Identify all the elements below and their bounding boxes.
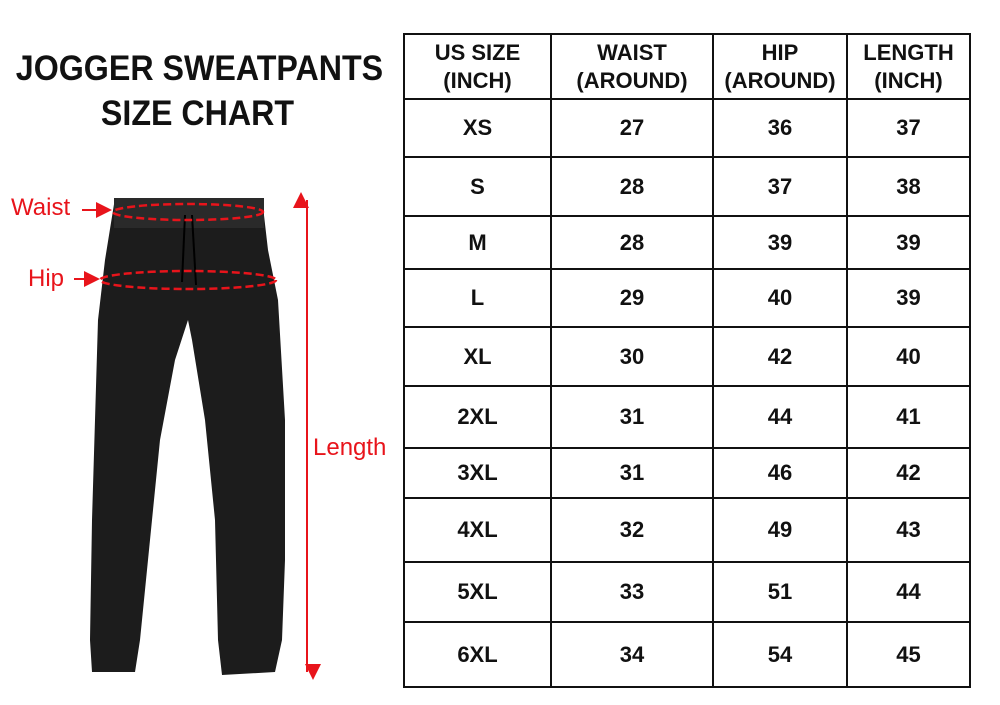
- table-row: XS 27 36 37: [403, 98, 971, 158]
- table-cell: 40: [712, 268, 848, 328]
- hip-marker: [98, 269, 278, 291]
- table-cell: 34: [550, 621, 714, 688]
- table-cell: 51: [712, 561, 848, 623]
- table-cell: 31: [550, 385, 714, 449]
- table-cell: 39: [846, 215, 971, 270]
- table-cell: 54: [712, 621, 848, 688]
- header-line: (INCH): [443, 67, 512, 93]
- table-cell: 40: [846, 326, 971, 387]
- header-line: LENGTH: [863, 39, 954, 65]
- waist-marker: [111, 202, 265, 222]
- table-cell: 28: [550, 215, 714, 270]
- table-cell: 46: [712, 447, 848, 499]
- table-cell: 43: [846, 497, 971, 563]
- table-cell: 29: [550, 268, 714, 328]
- table-cell: 37: [712, 156, 848, 217]
- table-cell: 4XL: [403, 497, 552, 563]
- header-line: US SIZE: [434, 39, 521, 65]
- table-row: L 29 40 39: [403, 268, 971, 328]
- table-cell: 30: [550, 326, 714, 387]
- header-line: HIP: [761, 39, 799, 65]
- pants-illustration: [74, 192, 321, 680]
- table-cell: 33: [550, 561, 714, 623]
- table-cell: 45: [846, 621, 971, 688]
- table-row: 5XL 33 51 44: [403, 561, 971, 623]
- table-row: S 28 37 38: [403, 156, 971, 217]
- table-row: 4XL 32 49 43: [403, 497, 971, 563]
- table-cell: XL: [403, 326, 552, 387]
- pants-shape: [90, 198, 285, 675]
- table-cell: 6XL: [403, 621, 552, 688]
- table-cell: 42: [712, 326, 848, 387]
- table-cell: L: [403, 268, 552, 328]
- table-cell: S: [403, 156, 552, 217]
- table-cell: 44: [712, 385, 848, 449]
- table-header-row: US SIZE (INCH) WAIST (AROUND) HIP (AROUND) LEN…: [403, 33, 971, 100]
- header-line: WAIST: [597, 39, 667, 65]
- table-cell: 38: [846, 156, 971, 217]
- header-line: (AROUND): [724, 67, 836, 93]
- table-cell: 41: [846, 385, 971, 449]
- length-label: Length: [313, 434, 387, 461]
- column-header: HIP (AROUND): [712, 33, 848, 100]
- size-table: US SIZE (INCH) WAIST (AROUND) HIP (AROUND) LEN…: [403, 33, 971, 688]
- table-row: XL 30 42 40: [403, 326, 971, 387]
- table-row: M 28 39 39: [403, 215, 971, 270]
- chart-subtitle: SIZE CHART: [100, 94, 295, 133]
- table-row: 2XL 31 44 41: [403, 385, 971, 449]
- table-row: 3XL 31 46 42: [403, 447, 971, 499]
- table-cell: 31: [550, 447, 714, 499]
- table-cell: M: [403, 215, 552, 270]
- table-cell: 49: [712, 497, 848, 563]
- table-cell: 2XL: [403, 385, 552, 449]
- table-cell: 44: [846, 561, 971, 623]
- table-cell: 5XL: [403, 561, 552, 623]
- header-line: (INCH): [874, 67, 943, 93]
- table-cell: 39: [846, 268, 971, 328]
- waist-label: Waist: [11, 194, 71, 221]
- header-line: (AROUND): [576, 67, 688, 93]
- table-cell: 27: [550, 98, 714, 158]
- column-header: LENGTH (INCH): [846, 33, 971, 100]
- table-cell: 3XL: [403, 447, 552, 499]
- table-cell: XS: [403, 98, 552, 158]
- table-cell: 37: [846, 98, 971, 158]
- column-header: US SIZE (INCH): [403, 33, 552, 100]
- hip-label: Hip: [28, 265, 65, 292]
- table-cell: 39: [712, 215, 848, 270]
- table-cell: 36: [712, 98, 848, 158]
- table-cell: 42: [846, 447, 971, 499]
- chart-title: JOGGER SWEATPANTS: [15, 49, 384, 88]
- table-row: 6XL 34 54 45: [403, 621, 971, 688]
- column-header: WAIST (AROUND): [550, 33, 714, 100]
- table-cell: 28: [550, 156, 714, 217]
- table-cell: 32: [550, 497, 714, 563]
